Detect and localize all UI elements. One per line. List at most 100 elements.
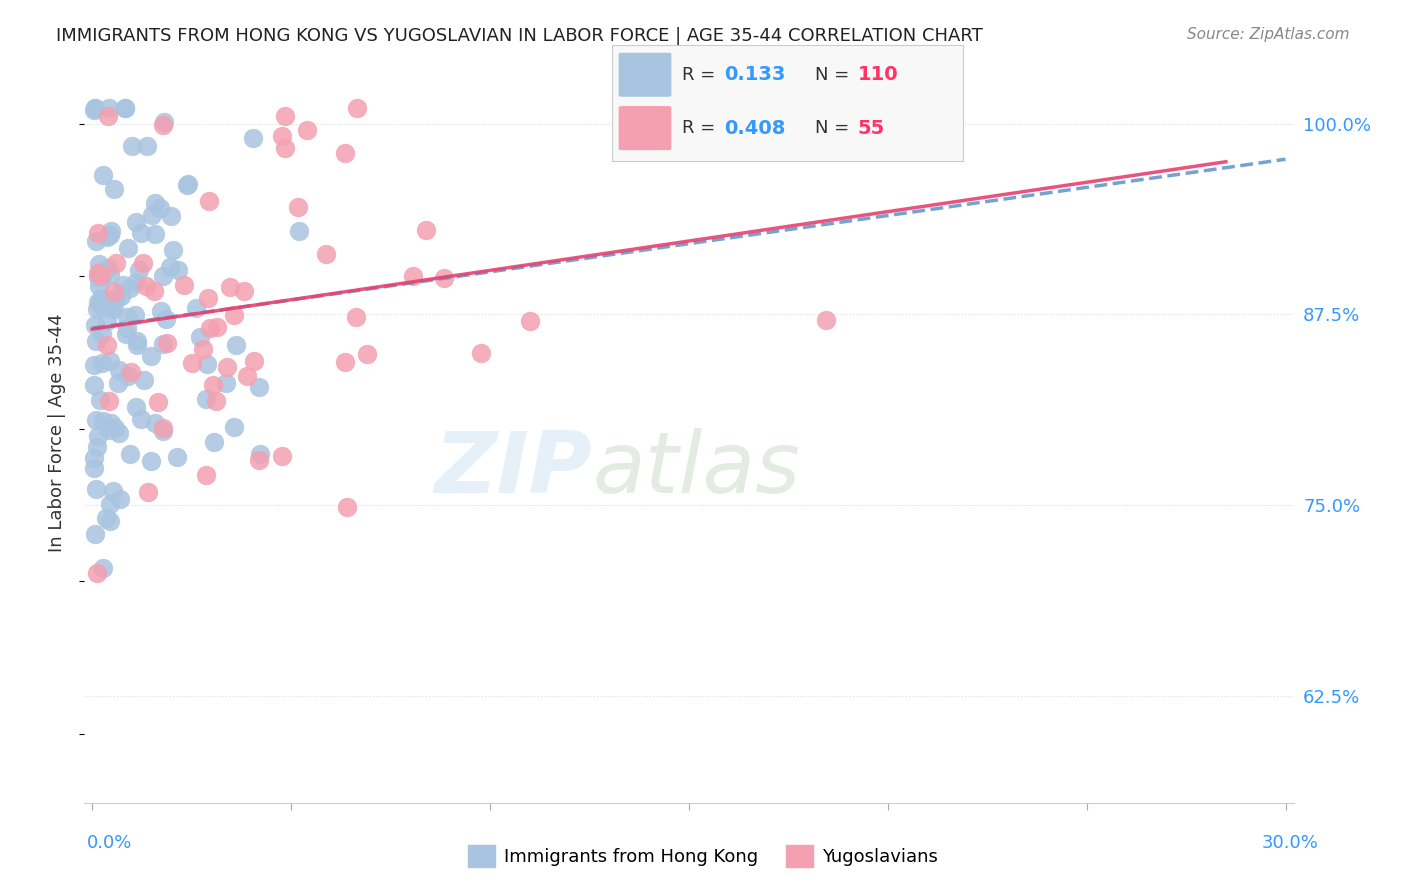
Point [105,256,128,270]
Point [87,266,110,280]
Point [91,561,114,575]
Point [84,334,107,348]
Point [83,378,105,392]
Point [87,270,110,285]
Point [139,349,162,363]
Text: Source: ZipAtlas.com: Source: ZipAtlas.com [1187,27,1350,42]
Point [125,215,148,229]
Point [87,429,110,443]
Point [98,498,121,512]
Point [333,146,356,161]
Point [104,421,127,435]
Point [224,420,246,434]
Point [333,355,356,369]
Point [218,279,240,293]
Point [90,326,112,341]
Point [156,335,179,350]
Text: N =: N = [815,66,855,84]
Legend: Immigrants from Hong Kong, Yugoslavians: Immigrants from Hong Kong, Yugoslavians [461,838,945,874]
Point [97,261,120,276]
Point [201,377,224,392]
Point [166,450,188,465]
Point [271,449,294,463]
Point [100,416,122,430]
Point [83,358,105,372]
Point [86,301,108,316]
Point [97,423,120,437]
Point [87,257,110,271]
Text: 30.0%: 30.0% [1263,834,1319,852]
Point [107,376,129,391]
Point [86,441,108,455]
Point [111,277,134,292]
Point [198,321,221,335]
Point [139,454,162,468]
Point [114,101,136,115]
Point [194,392,217,406]
Point [89,392,111,407]
Text: 0.408: 0.408 [724,119,786,137]
Point [117,369,139,384]
Point [91,168,114,182]
Point [195,468,218,483]
Point [83,526,105,541]
Point [98,354,121,368]
Point [91,356,114,370]
Point [104,291,127,305]
Text: R =: R = [682,66,721,84]
Point [84,234,107,248]
Point [242,130,264,145]
Point [98,267,121,281]
Point [125,275,148,289]
Point [87,295,110,310]
Point [202,435,225,450]
Point [181,356,204,370]
Point [97,101,120,115]
Point [91,269,114,284]
Point [176,178,198,192]
Y-axis label: In Labor Force | Age 35-44: In Labor Force | Age 35-44 [48,313,66,552]
Point [159,260,181,274]
Point [673,101,696,115]
Text: 55: 55 [858,119,884,137]
Point [162,243,184,257]
Point [224,308,246,322]
Point [274,141,297,155]
Point [98,514,121,528]
Point [152,118,174,132]
Point [100,223,122,237]
Point [103,285,125,299]
Point [117,310,139,324]
Point [84,101,107,115]
Point [114,101,136,115]
Point [108,363,131,377]
Point [152,268,174,283]
Point [97,109,120,123]
Point [249,446,271,460]
Text: 0.133: 0.133 [724,65,786,84]
Point [186,301,208,315]
Point [83,103,105,117]
Point [415,222,437,236]
Point [215,359,238,374]
Point [120,447,142,461]
Point [315,246,337,260]
Point [125,337,148,351]
Point [432,271,454,285]
Point [152,336,174,351]
Point [295,123,318,137]
Point [103,484,125,499]
Point [233,285,256,299]
Point [96,230,118,244]
Point [247,452,270,467]
Point [143,195,166,210]
Point [402,268,425,283]
Text: N =: N = [815,120,855,137]
Point [120,365,142,379]
Point [96,313,118,327]
Point [100,301,122,316]
Point [127,334,149,348]
Point [98,227,121,242]
Point [97,393,120,408]
Point [141,208,163,222]
